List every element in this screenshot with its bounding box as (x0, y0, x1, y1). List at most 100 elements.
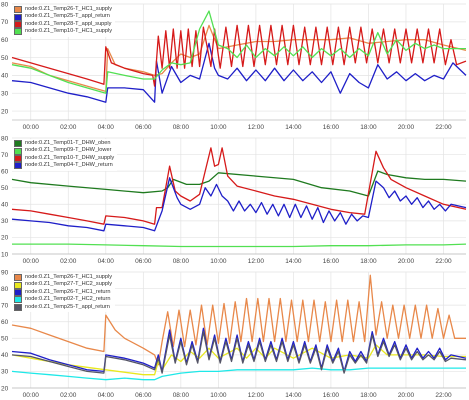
y-tick-label: 20 (1, 108, 9, 115)
x-tick-label: 20:00 (398, 258, 415, 265)
y-tick-label: 80 (1, 136, 9, 142)
x-tick-label: 04:00 (98, 392, 115, 399)
series-line (11, 10, 466, 94)
y-tick-label: 40 (1, 202, 9, 209)
legend-swatch (14, 274, 22, 282)
legend-entry[interactable]: node:0.Z1_Temp26-T_HC1_return (14, 288, 112, 297)
x-tick-label: 00:00 (23, 124, 40, 131)
legend-swatch (14, 140, 22, 148)
legend-label: node:0.Z1_Temp10-T_DHW_supply (25, 154, 115, 161)
legend-label: node:0.Z1_Temp04-T_DHW_return (25, 162, 113, 169)
legend-entry[interactable]: node:0.Z1_Temp04-T_DHW_return (14, 162, 114, 170)
y-tick-label: 60 (1, 319, 9, 326)
x-tick-label: 00:00 (23, 392, 40, 399)
series-line (11, 170, 467, 197)
x-tick-label: 12:00 (248, 258, 265, 265)
y-tick-label: 50 (1, 55, 9, 62)
chart-panel-3: 20 30 40 50 60 70 80 90 00:00 02:00 04:00 06:00 08:0… (0, 270, 469, 399)
legend: node:0.Z1_Temp26-T_HC1_supply node:0.Z1_T… (12, 5, 116, 37)
y-tick-label: 60 (1, 37, 9, 44)
legend-swatch (14, 296, 22, 304)
legend-entry[interactable]: node:0.Z1_Temp25-T_appl_return (14, 304, 112, 311)
y-tick-label: 20 (1, 235, 9, 242)
legend-entry[interactable]: node:0.Z1_Temp26-T_HC1_supply (14, 274, 112, 282)
x-tick-label: 12:00 (248, 124, 265, 131)
x-tick-label: 08:00 (173, 124, 190, 131)
x-tick-label: 08:00 (173, 258, 190, 265)
legend-label: node:0.Z1_Temp10-T_HC1_supply (25, 28, 113, 35)
legend-entry[interactable]: node:0.Z1_Temp25-T_appl_return (14, 13, 112, 21)
legend-entry[interactable]: node:0.Z1_Temp28-T_appl_supply (14, 21, 112, 29)
chart-svg: 20 30 40 50 60 70 80 00:00 02:00 04:00 06:00 08:00 1… (1, 2, 467, 131)
legend-label: node:0.Z1_Temp26-T_HC1_return (25, 288, 111, 295)
x-tick-label: 04:00 (98, 124, 115, 131)
x-tick-label: 02:00 (60, 392, 77, 399)
y-tick-label: 20 (1, 385, 9, 392)
y-tick-label: 40 (1, 352, 9, 359)
y-tick-label: 80 (1, 286, 9, 293)
legend-swatch (14, 162, 22, 170)
legend-label: node:0.Z1_Temp01-T_DHW_oben (25, 140, 111, 146)
x-tick-label: 04:00 (98, 258, 115, 265)
series-line (11, 147, 467, 225)
legend-swatch (14, 21, 22, 29)
y-tick-label: 30 (1, 218, 9, 225)
legend-entry[interactable]: node:0.Z1_Temp01-T_DHW_oben (14, 140, 114, 148)
y-tick-label: 70 (1, 302, 9, 309)
series-line (11, 331, 467, 374)
chart-svg: 10 20 30 40 50 60 70 80 00:00 02:00 04:00 06:00 08:0… (1, 136, 467, 265)
y-tick-label: 40 (1, 73, 9, 80)
legend-entry[interactable]: node:0.Z1_Temp02-T_HC2_return (14, 296, 112, 304)
x-tick-label: 16:00 (323, 392, 340, 399)
y-tick-label: 80 (1, 2, 9, 8)
x-tick-label: 14:00 (285, 392, 302, 399)
x-tick-label: 14:00 (285, 124, 302, 131)
series-line (11, 344, 466, 376)
legend-swatch (14, 28, 22, 36)
chart-panel-1: 20 30 40 50 60 70 80 00:00 02:00 04:00 06:00 08:00 1… (0, 2, 469, 131)
legend-entry[interactable]: node:0.Z1_Temp26-T_HC1_supply (14, 6, 113, 14)
y-tick-label: 50 (1, 185, 9, 192)
x-tick-label: 22:00 (435, 124, 452, 131)
legend-swatch (14, 13, 22, 21)
x-tick-label: 08:00 (173, 392, 190, 399)
x-tick-label: 20:00 (398, 124, 415, 131)
legend-label: node:0.Z1_Temp09-T_DHW_lower (25, 147, 112, 154)
legend: node:0.Z1_Temp01-T_DHW_oben node:0.Z1_Tem… (12, 139, 118, 171)
legend: node:0.Z1_Temp26-T_HC1_supply node:0.Z1_T… (12, 273, 116, 313)
legend-swatch (14, 289, 22, 297)
legend-entry[interactable]: node:0.Z1_Temp10-T_HC1_supply (14, 28, 113, 36)
y-tick-label: 30 (1, 369, 9, 376)
y-tick-label: 10 (1, 251, 9, 258)
y-tick-label: 90 (1, 270, 9, 276)
legend-label: node:0.Z1_Temp26-T_HC1_supply (25, 6, 113, 12)
legend-swatch (14, 155, 22, 163)
x-tick-label: 10:00 (210, 392, 227, 399)
legend-entry[interactable]: node:0.Z1_Temp27-T_HC2_supply (14, 281, 113, 289)
x-tick-label: 10:00 (210, 258, 227, 265)
legend-label: node:0.Z1_Temp02-T_HC2_return (25, 296, 111, 303)
x-tick-label: 20:00 (398, 392, 415, 399)
legend-entry[interactable]: node:0.Z1_Temp10-T_DHW_supply (14, 154, 115, 163)
series-line (11, 177, 467, 232)
series-line (11, 367, 466, 381)
series-line (12, 243, 467, 248)
legend-label: node:0.Z1_Temp25-T_appl_return (25, 13, 110, 20)
legend-entry[interactable]: node:0.Z1_Temp09-T_DHW_lower (14, 147, 114, 155)
x-tick-label: 18:00 (360, 124, 377, 131)
x-tick-label: 22:00 (435, 258, 452, 265)
legend-swatch (14, 147, 22, 155)
x-tick-label: 16:00 (323, 258, 340, 265)
series-line (11, 42, 467, 103)
x-tick-label: 14:00 (285, 258, 302, 265)
legend-swatch (14, 6, 22, 14)
x-tick-label: 02:00 (60, 124, 77, 131)
x-tick-label: 16:00 (323, 124, 340, 131)
x-tick-label: 22:00 (435, 392, 452, 399)
y-tick-label: 50 (1, 336, 9, 343)
x-tick-label: 18:00 (360, 258, 377, 265)
x-tick-label: 00:00 (23, 258, 40, 265)
legend-swatch (14, 281, 22, 289)
legend-label: node:0.Z1_Temp27-T_HC2_supply (25, 281, 113, 288)
